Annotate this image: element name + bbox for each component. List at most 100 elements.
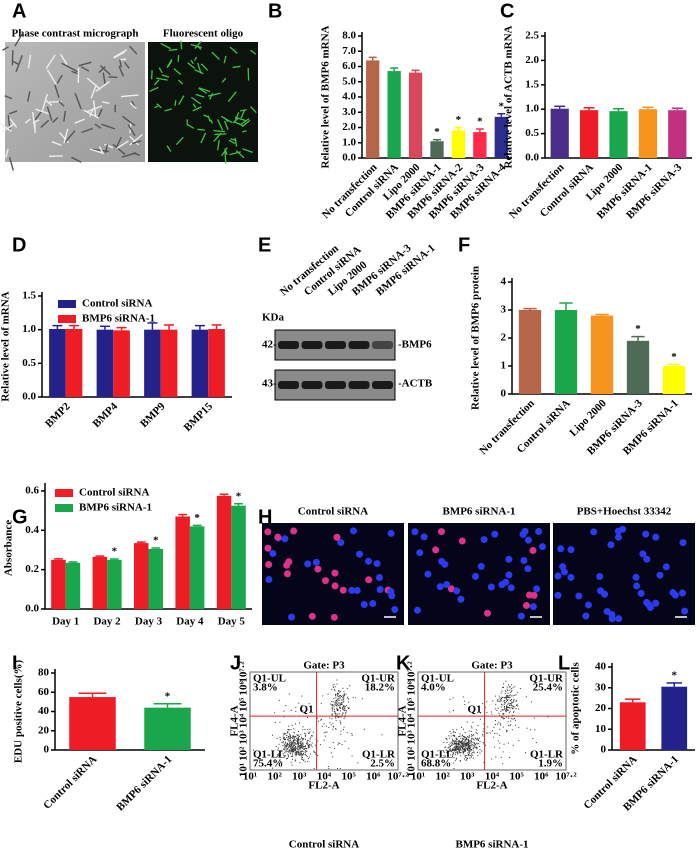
event	[497, 723, 499, 725]
event	[310, 753, 312, 755]
event	[453, 748, 455, 750]
event	[499, 697, 501, 699]
event	[473, 752, 475, 754]
event	[465, 759, 467, 761]
event	[461, 742, 463, 744]
y-tick-label: 8.0	[342, 30, 356, 42]
event	[466, 737, 468, 739]
event	[293, 740, 295, 742]
event	[461, 741, 463, 743]
event	[471, 738, 473, 740]
event	[452, 748, 454, 750]
event	[297, 752, 299, 754]
event	[472, 754, 474, 756]
event	[274, 712, 276, 714]
event	[503, 683, 505, 685]
event	[297, 742, 299, 744]
cell	[86, 105, 103, 113]
event	[462, 753, 464, 755]
event	[295, 735, 297, 737]
event	[304, 751, 306, 753]
marker-label: 42-	[262, 339, 277, 351]
event	[508, 712, 510, 714]
event	[494, 732, 496, 734]
cell	[167, 60, 173, 67]
event	[297, 738, 299, 740]
event	[504, 702, 506, 704]
event	[313, 750, 315, 752]
bar	[113, 330, 130, 397]
event	[470, 742, 472, 744]
event	[332, 741, 334, 743]
event	[453, 731, 455, 733]
cell	[224, 120, 229, 131]
event	[339, 716, 341, 718]
event	[506, 709, 508, 711]
event	[462, 735, 464, 737]
event	[506, 706, 508, 708]
event	[468, 742, 470, 744]
nucleus	[679, 539, 687, 547]
cell	[104, 144, 109, 154]
event	[481, 734, 483, 736]
event	[443, 751, 445, 753]
event	[296, 743, 298, 745]
x-axis-label: FL2-A	[308, 780, 339, 792]
event	[457, 741, 459, 743]
event	[272, 767, 274, 769]
event	[297, 731, 299, 733]
event	[311, 735, 313, 737]
panel-letter: B	[268, 0, 282, 22]
event	[309, 731, 311, 733]
cell	[195, 93, 205, 98]
event	[506, 730, 508, 732]
event	[465, 755, 467, 757]
event	[451, 738, 453, 740]
band	[348, 341, 370, 349]
nucleus	[443, 580, 451, 588]
x-tick-label: 10¹	[411, 771, 425, 783]
event	[469, 745, 471, 747]
event	[301, 750, 303, 752]
event	[482, 742, 484, 744]
nucleus	[642, 530, 650, 538]
event	[504, 690, 506, 692]
event	[470, 743, 472, 745]
event	[453, 757, 455, 759]
nucleus	[348, 586, 356, 594]
band	[278, 381, 299, 389]
center-label: Q1	[300, 704, 314, 716]
error-bar	[559, 302, 573, 310]
event	[449, 711, 451, 713]
cell	[192, 106, 202, 112]
event	[290, 749, 292, 751]
event	[458, 750, 460, 752]
event	[508, 716, 510, 718]
event	[284, 749, 286, 751]
event	[286, 735, 288, 737]
event	[450, 735, 452, 737]
event	[454, 760, 456, 762]
event	[296, 740, 298, 742]
nucleus	[639, 550, 647, 558]
cell	[2, 46, 9, 51]
cell	[95, 81, 110, 92]
x-tick-label: 10⁴	[485, 771, 500, 783]
nucleus	[647, 603, 655, 611]
event	[294, 736, 296, 738]
event	[466, 759, 468, 761]
event	[514, 686, 516, 688]
event	[451, 740, 453, 742]
event	[467, 746, 469, 748]
event	[468, 701, 470, 703]
event	[462, 751, 464, 753]
event	[459, 759, 461, 761]
event	[288, 746, 290, 748]
bar	[638, 109, 658, 158]
event	[346, 732, 348, 734]
event	[508, 702, 510, 704]
event	[291, 751, 293, 753]
event	[505, 680, 507, 682]
event	[452, 734, 454, 736]
cell	[24, 118, 31, 124]
